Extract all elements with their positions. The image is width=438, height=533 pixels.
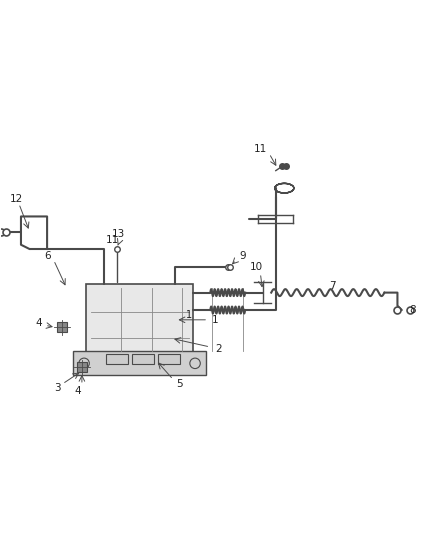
Bar	[132, 353, 154, 365]
Text: 4: 4	[74, 386, 81, 397]
Text: 6: 6	[44, 251, 50, 261]
Text: 4: 4	[35, 318, 42, 328]
Text: 1: 1	[185, 310, 191, 320]
Text: 13: 13	[112, 229, 126, 239]
Text: 12: 12	[10, 194, 23, 204]
Text: 9: 9	[240, 251, 246, 261]
Bar	[106, 353, 127, 365]
Bar	[158, 353, 180, 365]
Text: 10: 10	[249, 262, 262, 271]
Bar	[73, 351, 206, 375]
Bar	[86, 284, 193, 356]
Text: 1: 1	[212, 315, 218, 325]
Text: 3: 3	[55, 383, 61, 393]
Text: 11: 11	[106, 236, 119, 245]
Text: 5: 5	[177, 379, 183, 389]
Text: 7: 7	[329, 281, 336, 291]
Text: 8: 8	[410, 305, 416, 315]
Text: 11: 11	[254, 144, 267, 154]
Text: 2: 2	[215, 344, 222, 354]
